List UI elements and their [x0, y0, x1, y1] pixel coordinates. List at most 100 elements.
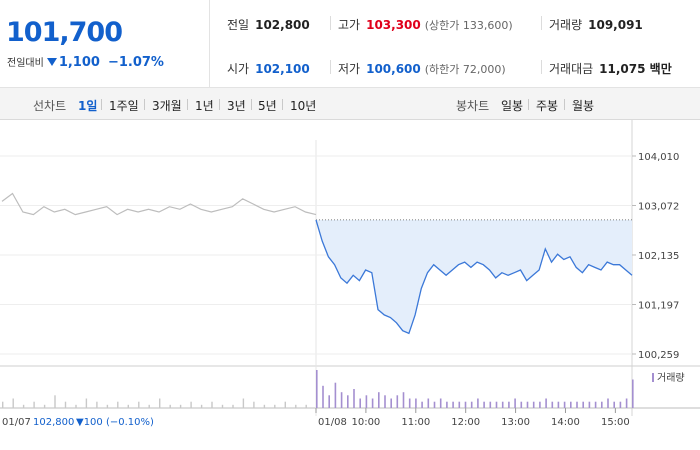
low-label: 저가: [338, 62, 361, 76]
volume-bar-prev: [253, 401, 255, 408]
volume-bar-prev: [200, 404, 203, 408]
turnover-value: 11,075 백만: [599, 62, 672, 76]
tab-3year[interactable]: 3년: [227, 99, 246, 113]
volume-bar: [557, 401, 560, 408]
volume-bar: [619, 401, 622, 408]
tab-10year[interactable]: 10년: [290, 99, 317, 113]
x-tick-label: 13:00: [501, 417, 530, 428]
tab-1day[interactable]: 1일: [78, 99, 98, 113]
x-tick-label: 15:00: [601, 417, 630, 428]
tab-1year[interactable]: 1년: [195, 99, 214, 113]
volume-bar-prev: [284, 401, 286, 408]
volume-bar-prev: [190, 401, 192, 408]
volume-bar-prev: [54, 395, 56, 408]
tab-monthly-candle[interactable]: 월봉: [572, 99, 595, 113]
volume-bar: [415, 398, 417, 408]
volume-bar: [588, 401, 591, 408]
volume-bar: [501, 401, 504, 408]
prev-day-line: [1, 192, 317, 216]
prev-close-label: 전일: [227, 18, 250, 32]
price-box: 101,700 전일대비 1,100 −1.07%: [0, 0, 210, 88]
volume-bar-prev: [221, 404, 224, 408]
volume-bar: [347, 395, 349, 408]
turnover-label: 거래대금: [549, 62, 594, 76]
volume-legend-label: 거래량: [657, 372, 685, 384]
prev-day-close: 102,800: [33, 417, 74, 428]
volume-bar: [477, 398, 479, 408]
volume-bar: [563, 401, 566, 408]
change-line: 전일대비 1,100 −1.07%: [7, 54, 164, 70]
divider: [330, 60, 331, 74]
volume-bar: [452, 401, 454, 408]
volume-bar-prev: [242, 398, 245, 408]
volume-bar: [508, 401, 510, 408]
volume-bar: [371, 398, 374, 408]
volume-bar: [439, 398, 442, 408]
volume-bar: [526, 401, 529, 408]
tab-5year[interactable]: 5년: [258, 99, 277, 113]
change-percent: −1.07%: [107, 55, 164, 70]
volume-bar-prev: [138, 401, 140, 408]
divider: [541, 16, 542, 30]
volume-bar: [396, 395, 399, 408]
tab-1week[interactable]: 1주일: [109, 99, 139, 113]
volume-bar: [582, 401, 584, 408]
open-value: 102,100: [255, 62, 310, 76]
volume-bar: [378, 392, 380, 408]
lower-limit: (하한가 72,000): [424, 63, 506, 76]
divider: [541, 60, 542, 74]
y-tick-label: 104,010: [638, 152, 679, 163]
volume-bar: [551, 401, 554, 408]
volume-bar-prev: [148, 404, 150, 408]
prev-close-value: 102,800: [255, 18, 310, 32]
y-tick-label: 100,259: [638, 350, 679, 361]
tab-daily-candle[interactable]: 일봉: [501, 99, 524, 113]
volume-bar: [359, 398, 361, 408]
volume-bar-prev: [211, 401, 213, 408]
tab-weekly-candle[interactable]: 주봉: [536, 99, 559, 113]
volume-bar: [322, 385, 324, 408]
volume-bar: [408, 398, 411, 408]
volume-bar-prev: [263, 404, 266, 408]
volume-bar: [328, 395, 330, 408]
low-cell: 저가 100,600 (하한가 72,000): [338, 60, 506, 77]
volume-bar: [594, 401, 597, 408]
chart-grid: [0, 120, 700, 416]
y-tick-label: 103,072: [638, 202, 679, 213]
volume-bar: [601, 401, 603, 408]
volume-bar: [570, 401, 572, 408]
volume-bar: [446, 401, 448, 408]
volume-bar-prev: [117, 401, 119, 408]
volume-bar: [483, 401, 485, 408]
prev-day-change: ▼100 (−0.10%): [76, 417, 154, 428]
divider: [564, 99, 565, 110]
high-value: 103,300: [366, 18, 421, 32]
volume-bar-prev: [64, 401, 67, 408]
volume-bar: [514, 398, 516, 408]
x-tick-label: 14:00: [551, 417, 580, 428]
volume-bar: [464, 401, 467, 408]
volume-bar-prev: [106, 404, 109, 408]
divider: [101, 99, 102, 110]
x-tick-label: 12:00: [451, 417, 480, 428]
tab-3month[interactable]: 3개월: [152, 99, 182, 113]
volume-bar: [316, 370, 318, 408]
change-label: 전일대비: [7, 58, 44, 69]
volume-legend-swatch: [652, 373, 654, 382]
volume-bar: [402, 392, 405, 408]
volume-bar: [433, 401, 436, 408]
volume-bar: [495, 401, 498, 408]
volume-bar-prev: [169, 404, 171, 408]
volume-bar-prev: [85, 398, 88, 408]
divider: [187, 99, 188, 110]
divider: [282, 99, 283, 110]
high-cell: 고가 103,300 (상한가 133,600): [338, 16, 513, 33]
volume-value: 109,091: [588, 18, 643, 32]
divider: [144, 99, 145, 110]
x-tick-label: 10:00: [351, 417, 380, 428]
volume-cell: 거래량 109,091: [549, 16, 643, 33]
below-prev-close-area: [316, 219, 632, 334]
volume-bar: [458, 401, 461, 408]
upper-limit: (상한가 133,600): [424, 19, 513, 32]
volume-bar: [607, 398, 609, 408]
